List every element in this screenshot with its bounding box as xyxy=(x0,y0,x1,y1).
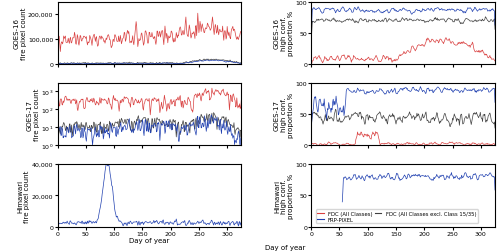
Text: Day of year: Day of year xyxy=(265,244,305,250)
Y-axis label: GOES-17
fire pixel count: GOES-17 fire pixel count xyxy=(26,88,40,141)
Legend: FDC (All Classes), FRP-PIXEL, FDC (All Classes excl. Class 15/35): FDC (All Classes), FRP-PIXEL, FDC (All C… xyxy=(316,210,478,224)
Y-axis label: Himawari
fire pixel count: Himawari fire pixel count xyxy=(18,170,30,222)
Y-axis label: GOES-16
fire pixel count: GOES-16 fire pixel count xyxy=(14,8,26,60)
Y-axis label: Himawari
high conf.
proportion %: Himawari high conf. proportion % xyxy=(274,173,294,218)
Y-axis label: GOES-16
high conf.
proportion %: GOES-16 high conf. proportion % xyxy=(274,11,294,56)
Y-axis label: GOES-17
high conf.
proportion %: GOES-17 high conf. proportion % xyxy=(274,92,294,137)
X-axis label: Day of year: Day of year xyxy=(129,237,170,243)
